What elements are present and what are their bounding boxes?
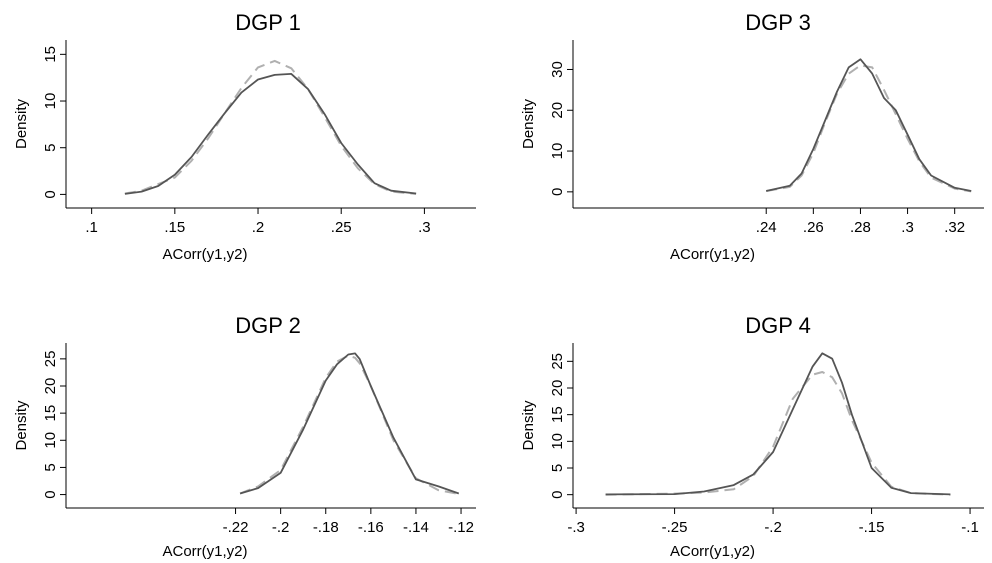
- y-tick-label: 10: [42, 93, 59, 110]
- panel-1: 0 5 10 15 .1 .15 .2 .25 .3 DGP 1 ACorr(y1,y2) Densi…: [13, 10, 476, 263]
- x-tick-label: .25: [331, 219, 352, 236]
- x-tick-label: .24: [756, 219, 777, 236]
- y-tick-label: 25: [42, 351, 59, 368]
- panel-title: DGP 2: [235, 313, 301, 338]
- x-tick-label: .2: [252, 219, 265, 236]
- x-tick-label: -.2: [272, 519, 290, 536]
- y-tick-label: 5: [42, 144, 59, 152]
- panel-title: DGP 3: [745, 10, 811, 35]
- x-tick-label: -.16: [358, 519, 384, 536]
- y-axis-title: Density: [520, 98, 537, 149]
- y-tick-label: 10: [549, 143, 566, 160]
- y-tick-label: 25: [549, 353, 566, 370]
- y-tick-label: 20: [549, 102, 566, 119]
- density-dashed-line: [239, 354, 459, 495]
- panel-title: DGP 4: [745, 313, 811, 338]
- x-tick-label: -.2: [764, 519, 782, 536]
- y-axis-title: Density: [520, 400, 537, 451]
- x-tick-label: .28: [850, 219, 871, 236]
- y-tick-label: 0: [42, 190, 59, 198]
- x-tick-label: -.18: [313, 519, 339, 536]
- x-tick-label: .3: [901, 219, 914, 236]
- x-tick-label: .15: [164, 219, 185, 236]
- x-tick-label: -.12: [448, 519, 474, 536]
- panel-2: 0 10 20 30 .24 .26 .28 .3 .32 DGP 3 ACorr(y1,y2) De…: [520, 10, 984, 263]
- x-tick-label: -.15: [859, 519, 885, 536]
- x-tick-label: -.1: [961, 519, 979, 536]
- y-tick-label: 30: [549, 61, 566, 78]
- y-tick-label: 10: [42, 432, 59, 449]
- y-tick-label: 10: [549, 433, 566, 450]
- y-axis-title: Density: [13, 98, 30, 149]
- x-axis-title: ACorr(y1,y2): [162, 246, 247, 263]
- y-tick-label: 20: [549, 380, 566, 397]
- density-solid-line: [124, 73, 417, 195]
- density-solid-line: [239, 352, 460, 495]
- y-axis-title: Density: [13, 400, 30, 451]
- x-tick-label: .26: [803, 219, 824, 236]
- x-axis-title: ACorr(y1,y2): [670, 543, 755, 560]
- x-tick-label: .1: [85, 219, 98, 236]
- panel-3: 0 5 10 15 20 25 -.22 -.2 -.18 -.16 -.14 -.12 DGP 2 AC…: [13, 313, 476, 560]
- x-tick-label: -.14: [403, 519, 429, 536]
- density-dashed-line: [605, 371, 951, 496]
- x-tick-label: .3: [418, 219, 431, 236]
- y-tick-label: 15: [42, 46, 59, 63]
- x-tick-label: -.25: [662, 519, 688, 536]
- x-tick-label: -.3: [567, 519, 585, 536]
- y-tick-label: 15: [42, 405, 59, 422]
- x-axis-title: ACorr(y1,y2): [670, 246, 755, 263]
- x-tick-label: -.22: [223, 519, 249, 536]
- y-tick-label: 0: [42, 490, 59, 498]
- x-tick-label: .32: [944, 219, 965, 236]
- panel-4: 0 5 10 15 20 25 -.3 -.25 -.2 -.15 -.1 DGP 4 ACorr(y1…: [520, 313, 984, 560]
- panel-title: DGP 1: [235, 10, 301, 35]
- density-solid-line: [766, 58, 972, 192]
- y-tick-label: 0: [549, 188, 566, 196]
- y-tick-label: 20: [42, 378, 59, 395]
- y-tick-label: 0: [549, 490, 566, 498]
- y-tick-label: 5: [549, 464, 566, 472]
- y-tick-label: 15: [549, 406, 566, 423]
- density-solid-line: [605, 352, 951, 496]
- y-tick-label: 5: [42, 463, 59, 471]
- x-axis-title: ACorr(y1,y2): [162, 543, 247, 560]
